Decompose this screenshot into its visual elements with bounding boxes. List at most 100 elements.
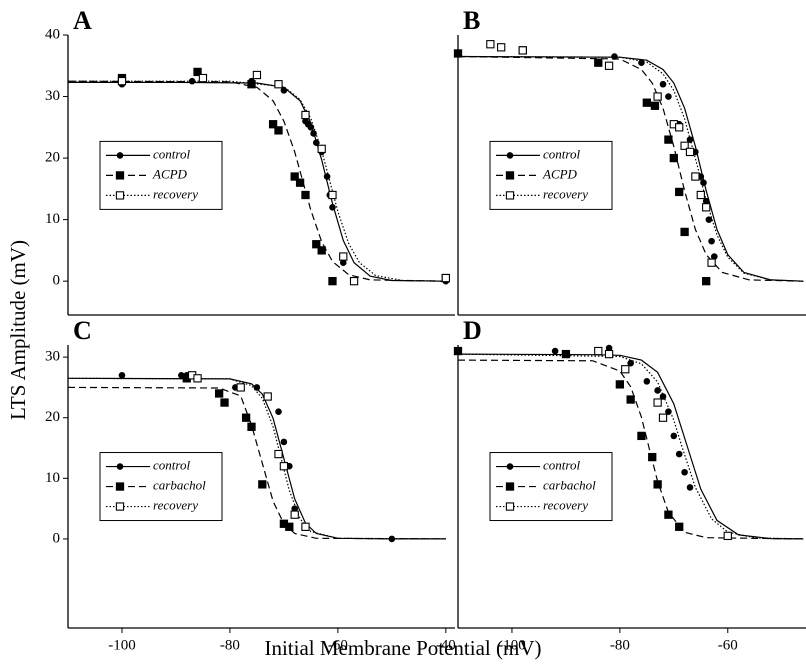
data-point — [241, 413, 251, 422]
data-point — [675, 450, 683, 458]
data-point — [702, 197, 710, 205]
fit-line — [457, 359, 804, 540]
legend-marker — [115, 171, 125, 180]
data-point — [638, 59, 645, 66]
legend: control carbachol recovery — [99, 452, 223, 522]
legend-label: ACPD — [542, 166, 578, 181]
data-point — [594, 346, 603, 356]
legend-marker — [115, 482, 125, 491]
data-point — [627, 359, 634, 367]
legend-label: control — [543, 458, 580, 473]
data-point — [220, 398, 229, 407]
x-tick-label: -60 — [328, 637, 348, 653]
panel: A 0 10 20 30 40 control ACPD recovery — [45, 6, 455, 316]
data-point — [654, 387, 661, 394]
data-point — [497, 43, 506, 52]
legend-label: recovery — [153, 498, 198, 513]
data-point — [664, 135, 673, 144]
data-point — [117, 77, 127, 86]
y-tick-label: 30 — [45, 88, 60, 104]
data-point — [670, 432, 678, 440]
data-point — [312, 240, 321, 249]
x-tick-label: -100 — [108, 637, 136, 653]
data-point — [274, 80, 283, 89]
legend-label: ACPD — [152, 166, 188, 181]
fit-line — [68, 81, 446, 282]
data-point — [317, 246, 326, 255]
data-point — [295, 178, 305, 187]
y-tick-label: 30 — [45, 349, 60, 365]
data-point — [658, 413, 668, 422]
data-point — [268, 120, 278, 129]
x-tick-label: -80 — [610, 637, 630, 653]
panel-title: A — [73, 6, 92, 35]
data-point — [188, 77, 196, 85]
data-point — [594, 58, 603, 67]
legend-label: control — [153, 146, 190, 161]
data-point — [705, 216, 713, 223]
legend-label: carbachol — [153, 478, 206, 493]
data-point — [604, 61, 614, 70]
y-tick-label: 40 — [45, 26, 60, 42]
x-tick-label: -80 — [220, 637, 240, 653]
fit-line — [457, 55, 804, 282]
data-point — [193, 374, 202, 383]
data-point — [328, 190, 337, 200]
data-point — [707, 258, 716, 267]
data-point — [339, 259, 347, 266]
y-tick-label: 20 — [45, 409, 60, 425]
fit-line — [67, 80, 446, 282]
data-point — [650, 101, 660, 110]
data-point — [317, 144, 326, 153]
data-point — [280, 87, 288, 94]
legend-marker — [505, 482, 515, 491]
data-point — [685, 147, 695, 157]
data-point — [258, 480, 267, 489]
data-point — [680, 141, 689, 150]
legend-label: control — [153, 458, 190, 473]
fit-line — [457, 353, 804, 540]
data-point — [681, 468, 688, 476]
data-point — [686, 484, 694, 491]
data-point — [312, 139, 320, 146]
data-point — [659, 80, 667, 88]
legend-marker — [505, 191, 515, 200]
y-tick-label: 20 — [45, 150, 60, 166]
data-point — [307, 124, 315, 131]
data-point — [686, 136, 694, 143]
data-point — [675, 123, 684, 132]
data-point — [615, 380, 625, 389]
legend-label: control — [543, 146, 580, 161]
legend-marker — [506, 463, 514, 470]
data-point — [637, 431, 646, 441]
data-point — [643, 378, 651, 385]
data-point — [453, 49, 463, 58]
x-tick-label: -100 — [498, 637, 526, 653]
data-point — [604, 349, 614, 359]
data-point — [329, 204, 336, 211]
panel: C 0 10 20 30 -100 -80 -60 -40 control carbachol rec… — [45, 316, 456, 653]
fit-line — [67, 386, 446, 540]
data-point — [339, 252, 348, 261]
y-tick-label: 10 — [45, 211, 60, 227]
data-point — [252, 70, 262, 80]
data-point — [561, 349, 571, 359]
fit-line — [67, 377, 446, 540]
data-point — [621, 365, 630, 374]
data-point — [675, 187, 684, 197]
data-point — [274, 126, 283, 135]
legend-marker — [115, 191, 125, 200]
data-point — [723, 531, 732, 541]
data-point — [279, 462, 289, 471]
data-point — [708, 237, 715, 245]
data-point — [691, 172, 700, 181]
data-point — [349, 277, 359, 286]
data-point — [653, 92, 662, 101]
legend-marker — [506, 152, 514, 159]
data-point — [659, 393, 667, 400]
data-point — [700, 179, 707, 186]
data-point — [675, 522, 684, 531]
